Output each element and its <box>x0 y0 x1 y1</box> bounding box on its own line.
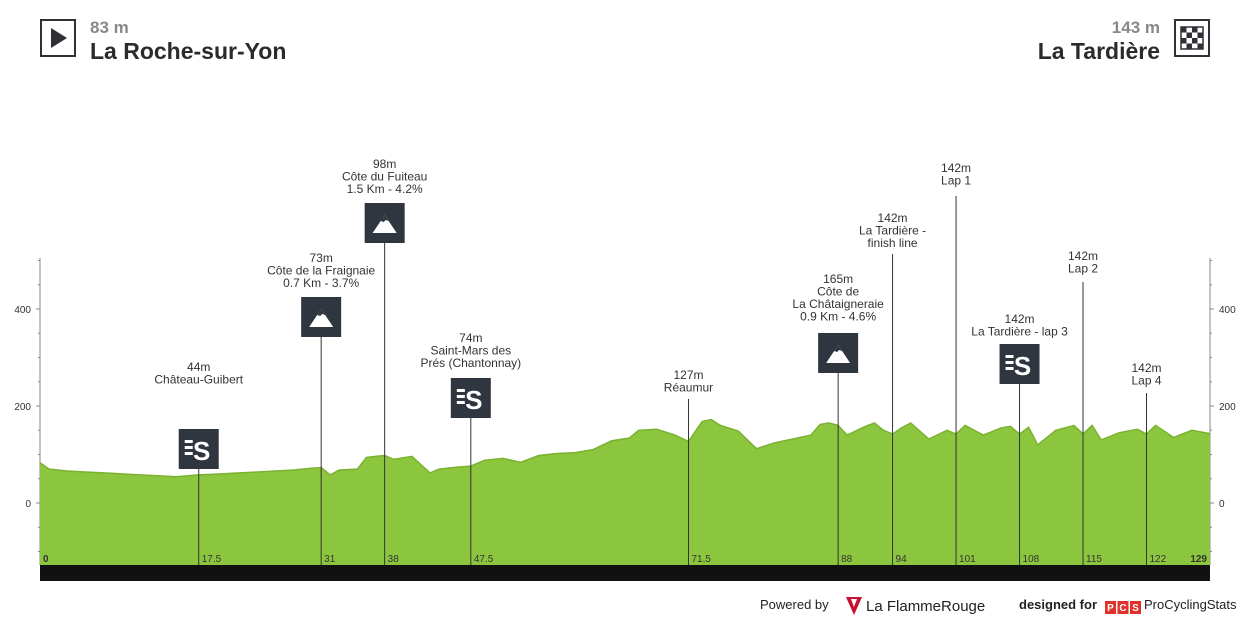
y-tick-label-left: 400 <box>14 305 31 316</box>
flamme-rouge-name[interactable]: La FlammeRouge <box>866 598 986 615</box>
marker-altitude: 142m <box>941 161 971 175</box>
marker-label: Réaumur <box>664 381 713 395</box>
svg-text:C: C <box>1119 603 1126 614</box>
marker-label: Prés (Chantonnay) <box>420 356 521 370</box>
marker-label: 0.7 Km - 3.7% <box>283 276 359 290</box>
svg-text:S: S <box>1132 603 1139 614</box>
y-tick-label-left: 0 <box>25 499 31 510</box>
marker-label: La Tardière - <box>859 224 926 238</box>
powered-by-text: Powered by <box>760 597 829 612</box>
km-label-start: 0 <box>43 554 49 565</box>
start-town: La Roche-sur-Yon <box>90 38 287 64</box>
sprint-s-icon: S <box>1014 351 1031 381</box>
speed-line-icon <box>184 452 193 455</box>
svg-text:P: P <box>1107 603 1114 614</box>
finish-altitude: 143 m <box>1111 18 1160 37</box>
marker-label: Lap 2 <box>1068 262 1098 276</box>
flamme-rouge-logo-icon <box>845 596 863 619</box>
designed-for-text: designed for <box>1019 597 1098 612</box>
sprint-s-icon: S <box>193 436 210 466</box>
terrain-area <box>40 419 1210 565</box>
km-label: 38 <box>388 554 400 565</box>
y-tick-label-right: 400 <box>1219 305 1236 316</box>
pcs-logo-icon: P C S <box>1105 601 1141 617</box>
elevation-profile-chart: 0 0 200 200 400 400 0 17.5 31 38 47.5 71.5 88 94 101 10… <box>14 157 1236 581</box>
speed-line-icon <box>184 440 193 443</box>
km-label: 122 <box>1150 554 1167 565</box>
marker-altitude: 73m <box>309 251 332 265</box>
mountain-icon <box>826 345 851 363</box>
finish-town: La Tardière <box>1037 38 1160 64</box>
finish-flag-icon <box>1174 19 1210 57</box>
km-label: 94 <box>896 554 908 565</box>
speed-line-icon <box>1005 355 1014 358</box>
marker-label: Côte de la Fraignaie <box>267 264 375 278</box>
marker-label: Château-Guibert <box>154 373 243 387</box>
marker-altitude: 127m <box>673 368 703 382</box>
marker-label: Saint-Mars des <box>430 344 511 358</box>
marker-altitude: 142m <box>1068 249 1098 263</box>
marker-altitude: 74m <box>459 331 482 345</box>
marker-altitude: 165m <box>823 272 853 286</box>
marker-altitude: 98m <box>373 157 396 171</box>
pcs-name[interactable]: ProCyclingStats <box>1144 597 1237 612</box>
marker-label: Lap 1 <box>941 174 971 188</box>
terrain-outline <box>39 418 1211 478</box>
marker-altitude: 142m <box>878 211 908 225</box>
speed-line-icon <box>456 401 465 404</box>
marker-altitude: 44m <box>187 360 210 374</box>
distance-bar <box>40 565 1210 581</box>
speed-line-icon <box>1005 361 1014 364</box>
marker-altitude: 142m <box>1005 312 1035 326</box>
mountain-icon <box>372 215 397 233</box>
speed-line-icon <box>184 446 193 449</box>
start-header: 83 m La Roche-sur-Yon <box>90 18 286 64</box>
speed-line-icon <box>1005 367 1014 370</box>
snowcap-icon <box>834 345 843 352</box>
km-label: 108 <box>1023 554 1040 565</box>
marker-label: 0.9 Km - 4.6% <box>800 310 876 324</box>
km-label: 71.5 <box>691 554 711 565</box>
marker-altitude: 142m <box>1131 361 1161 375</box>
sprint-s-icon: S <box>465 385 482 415</box>
start-flag-icon <box>40 19 76 57</box>
speed-line-icon <box>456 395 465 398</box>
y-tick-label-right: 200 <box>1219 402 1236 413</box>
snowcap-icon <box>380 215 389 222</box>
km-label: 115 <box>1086 554 1102 565</box>
finish-header: 143 m La Tardière <box>1038 18 1160 64</box>
y-tick-label-right: 0 <box>1219 499 1225 510</box>
start-altitude: 83 m <box>90 18 129 37</box>
km-label: 88 <box>841 554 853 565</box>
marker-label: 1.5 Km - 4.2% <box>347 182 423 196</box>
y-tick-label-left: 200 <box>14 402 31 413</box>
mountain-icon <box>309 309 334 327</box>
marker-label: Côte de <box>817 285 859 299</box>
km-label: 47.5 <box>474 554 494 565</box>
marker-label: Côte du Fuiteau <box>342 170 427 184</box>
marker-label: Lap 4 <box>1131 374 1161 388</box>
km-label-finish: 129 <box>1190 554 1207 565</box>
snowcap-icon <box>317 309 326 316</box>
km-label: 17.5 <box>202 554 222 565</box>
marker-label: La Tardière - lap 3 <box>971 325 1068 339</box>
km-label: 101 <box>959 554 976 565</box>
marker-label: La Châtaigneraie <box>792 297 884 311</box>
marker-label: finish line <box>868 236 918 250</box>
km-label: 31 <box>324 554 336 565</box>
speed-line-icon <box>456 389 465 392</box>
